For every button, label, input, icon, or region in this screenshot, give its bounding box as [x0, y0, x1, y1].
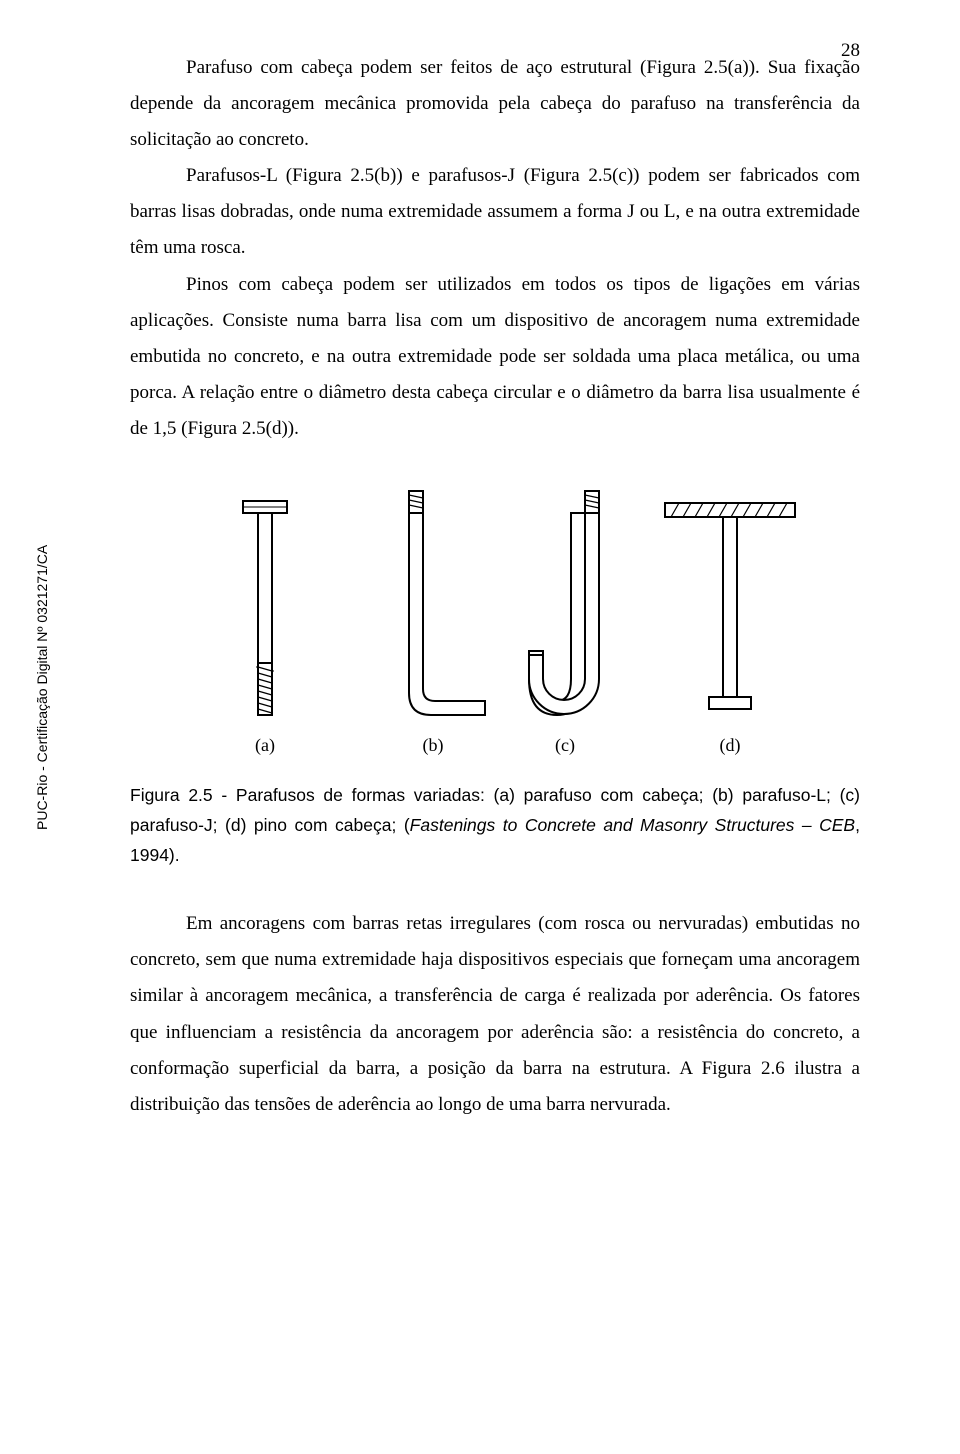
page-number: 28	[841, 40, 860, 62]
figure-caption: Figura 2.5 - Parafusos de formas variada…	[130, 781, 860, 870]
paragraph-4: Em ancoragens com barras retas irregular…	[130, 906, 860, 1123]
label-d: (d)	[720, 735, 741, 756]
paragraph-3: Pinos com cabeça podem ser utilizados em…	[130, 267, 860, 447]
caption-italic: Fastenings to Concrete and Masonry Struc…	[410, 815, 855, 835]
stud-d	[665, 503, 795, 709]
certification-side-label: PUC-Rio - Certificação Digital Nº 032127…	[34, 545, 50, 830]
figure-2-5: (a) (b) (c) (d) Figura 2.5 - Parafusos d…	[130, 483, 860, 870]
paragraph-1: Parafuso com cabeça podem ser feitos de …	[130, 50, 860, 158]
page: 28 PUC-Rio - Certificação Digital Nº 032…	[0, 0, 960, 1454]
paragraph-2: Parafusos-L (Figura 2.5(b)) e parafusos-…	[130, 158, 860, 266]
bolt-a	[243, 501, 287, 715]
fastener-diagram-svg: (a) (b) (c) (d)	[185, 483, 805, 773]
bolt-c-clean	[529, 491, 599, 714]
label-c: (c)	[555, 735, 575, 756]
bolt-b	[409, 491, 485, 715]
label-a: (a)	[255, 735, 275, 756]
body-after-figure: Em ancoragens com barras retas irregular…	[130, 906, 860, 1123]
label-b: (b)	[423, 735, 444, 756]
